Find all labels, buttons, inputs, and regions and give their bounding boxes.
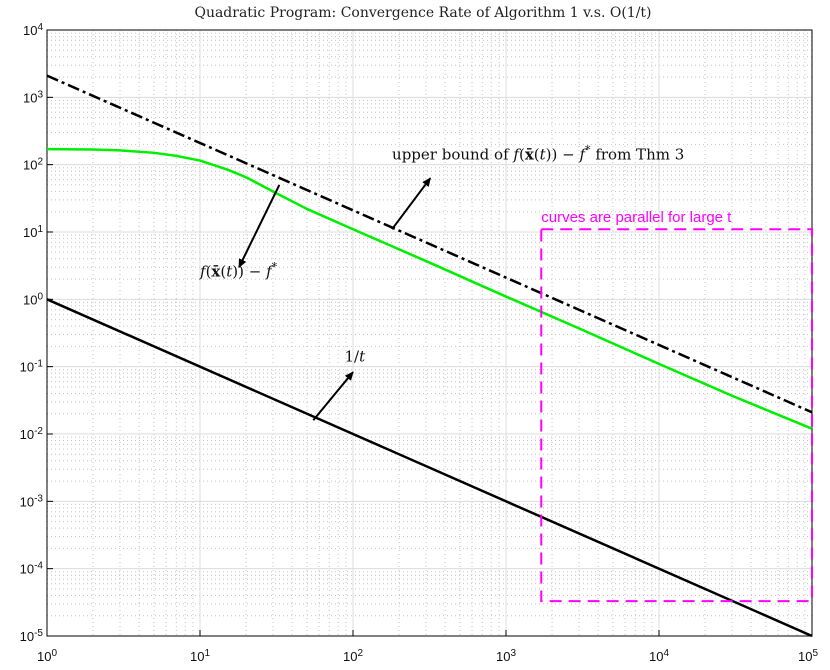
x-tick-label: 102: [343, 648, 363, 665]
y-tick-label: 10-4: [20, 560, 44, 577]
y-tick-label: 10-1: [20, 358, 44, 375]
y-tick-label: 102: [23, 156, 43, 173]
grid: [46, 29, 813, 637]
x-tick-label: 101: [190, 648, 210, 665]
y-tick-label: 10-3: [20, 493, 44, 510]
series-lines: [46, 74, 813, 638]
chart-title: Quadratic Program: Convergence Rate of A…: [194, 5, 651, 21]
y-tick-label: 10-2: [20, 426, 44, 443]
series-line-upper-bound: [46, 74, 813, 414]
arrow-upper-bound: [391, 177, 432, 230]
y-tick-label: 101: [23, 224, 43, 241]
y-tick-label: 103: [23, 89, 43, 106]
arrow-inverse-t: [312, 371, 354, 421]
annotation-inv-label: 1/t: [345, 347, 367, 365]
x-tick-label: 104: [649, 648, 669, 665]
annotation-gap-label: f(x̄(t)) − f*: [199, 260, 278, 281]
highlight-region: [540, 228, 813, 603]
plot-frame: [46, 29, 813, 637]
series-line-objective-gap: [46, 147, 813, 430]
annotation-arrows: [238, 177, 432, 421]
axis-ticks: 100 101 102 103 104 105 10-5 10-4 10-3 10-2 10-1 10…: [20, 22, 819, 665]
highlight-box: [540, 228, 813, 603]
y-tick-label: 104: [23, 22, 43, 39]
annotation-labels: upper bound of f(x̄(t)) − f* from Thm 3 f…: [199, 143, 732, 366]
annotation-parallel-label: curves are parallel for large t: [541, 209, 732, 226]
series-line-one-over-t: [46, 298, 813, 638]
y-tick-label: 10-5: [20, 628, 44, 645]
x-tick-label: 103: [496, 648, 516, 665]
x-tick-label: 105: [798, 648, 818, 665]
arrow-objective-gap: [238, 184, 281, 269]
y-tick-label: 100: [23, 291, 43, 308]
annotation-ub-label: upper bound of f(x̄(t)) − f* from Thm 3: [392, 143, 684, 164]
x-tick-label: 100: [37, 648, 57, 665]
